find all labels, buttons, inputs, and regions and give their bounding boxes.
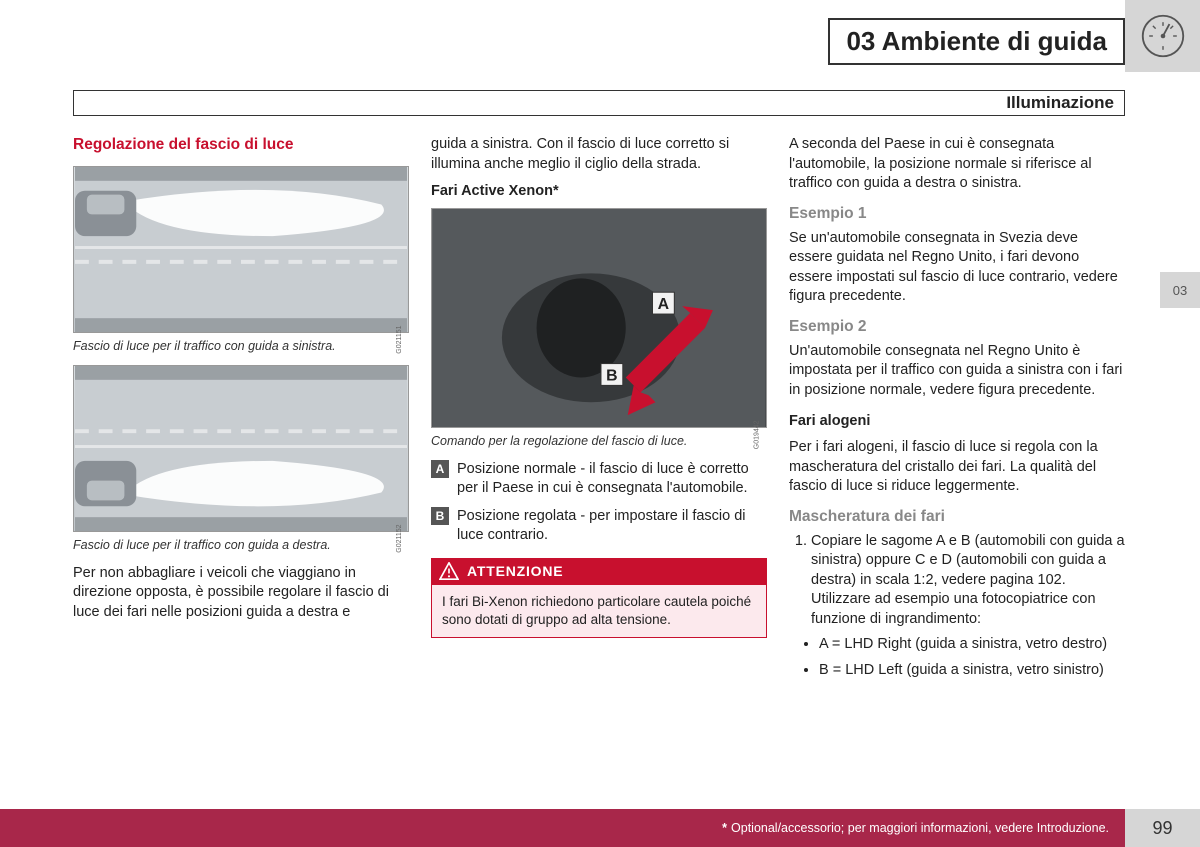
col3-top-paragraph: A seconda del Paese in cui è consegnata … <box>789 135 1125 194</box>
esempio-1-text: Se un'automobile consegnata in Svezia de… <box>789 229 1125 307</box>
esempio-2-text: Un'automobile consegnata nel Regno Unito… <box>789 342 1125 401</box>
figure-beam-right-traffic: G021152 <box>73 365 409 532</box>
mask-steps-list: Copiare le sagome A e B (automobili con … <box>789 532 1125 630</box>
warning-body: I fari Bi-Xenon richiedono particolare c… <box>431 585 767 638</box>
section-title: Illuminazione <box>1006 93 1114 113</box>
page-number: 99 <box>1125 809 1200 847</box>
column-2: guida a sinistra. Con il fascio di luce … <box>431 135 767 687</box>
heading-esempio-1: Esempio 1 <box>789 204 1125 225</box>
mask-step-1: Copiare le sagome A e B (automobili con … <box>811 532 1125 630</box>
position-b-text: Posizione regolata - per impostare il fa… <box>457 507 767 546</box>
position-row-b: B Posizione regolata - per impostare il … <box>431 507 767 546</box>
footer-text: Optional/accessorio; per maggiori inform… <box>731 821 1109 835</box>
content-area: Regolazione del fascio di luce G021151 F… <box>73 135 1125 687</box>
warning-triangle-icon <box>439 562 459 580</box>
figure-caption-3: Comando per la regolazione del fascio di… <box>431 433 767 450</box>
bullet-b: B = LHD Left (guida a sinistra, vetro si… <box>819 661 1125 681</box>
figure-code-2: G021152 <box>395 525 404 553</box>
svg-text:A: A <box>658 296 670 313</box>
label-b-box: B <box>431 507 449 525</box>
gauge-icon-box <box>1125 0 1200 72</box>
col1-paragraph: Per non abbagliare i veicoli che viaggia… <box>73 564 409 623</box>
footer-note: * Optional/accessorio; per maggiori info… <box>0 809 1125 847</box>
column-3: A seconda del Paese in cui è consegnata … <box>789 135 1125 687</box>
chapter-title-box: 03 Ambiente di guida <box>828 18 1125 65</box>
warning-header: ATTENZIONE <box>431 558 767 585</box>
heading-esempio-2: Esempio 2 <box>789 317 1125 338</box>
fari-alogeni-text: Per i fari alogeni, il fascio di luce si… <box>789 438 1125 497</box>
figure-caption-1: Fascio di luce per il traffico con guida… <box>73 338 409 355</box>
figure-code-1: G021151 <box>395 326 404 354</box>
side-tab: 03 <box>1160 272 1200 308</box>
figure-caption-2: Fascio di luce per il traffico con guida… <box>73 537 409 554</box>
heading-mascheratura: Mascheratura dei fari <box>789 507 1125 528</box>
heading-fari-alogeni: Fari alogeni <box>789 412 1125 432</box>
page-header: 03 Ambiente di guida <box>0 0 1200 72</box>
mask-bullets: A = LHD Right (guida a sinistra, vetro d… <box>789 635 1125 680</box>
chapter-title: 03 Ambiente di guida <box>846 26 1107 56</box>
section-title-bar: Illuminazione <box>73 90 1125 116</box>
col2-top-paragraph: guida a sinistra. Con il fascio di luce … <box>431 135 767 174</box>
figure-beam-left-traffic: G021151 <box>73 166 409 333</box>
heading-xenon: Fari Active Xenon* <box>431 182 767 202</box>
column-1: Regolazione del fascio di luce G021151 F… <box>73 135 409 687</box>
position-row-a: A Posizione normale - il fascio di luce … <box>431 460 767 499</box>
bullet-a: A = LHD Right (guida a sinistra, vetro d… <box>819 635 1125 655</box>
heading-regolazione: Regolazione del fascio di luce <box>73 135 409 156</box>
position-a-text: Posizione normale - il fascio di luce è … <box>457 460 767 499</box>
page-footer: * Optional/accessorio; per maggiori info… <box>0 809 1200 847</box>
warning-box: ATTENZIONE I fari Bi-Xenon richiedono pa… <box>431 558 767 638</box>
label-a-box: A <box>431 460 449 478</box>
figure-headlamp-control: A B G019442 <box>431 208 767 428</box>
footnote-star-icon: * <box>722 821 727 835</box>
svg-text:B: B <box>606 367 617 384</box>
figure-code-3: G019442 <box>753 421 762 450</box>
speedometer-icon <box>1140 13 1186 59</box>
warning-title: ATTENZIONE <box>467 562 563 581</box>
